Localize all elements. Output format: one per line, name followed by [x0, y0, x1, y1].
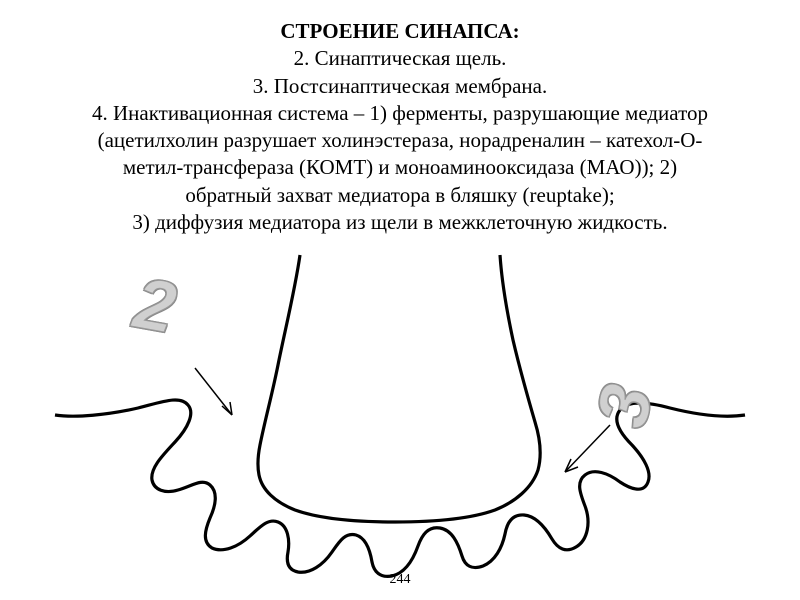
text-line-2: 3. Постсинаптическая мембрана.: [10, 73, 790, 100]
text-line-6: обратный захват медиатора в бляшку (reup…: [10, 182, 790, 209]
synapse-svg: [0, 250, 800, 580]
text-line-5: метил-трансфераза (КОМТ) и моноаминоокси…: [10, 154, 790, 181]
text-block: СТРОЕНИЕ СИНАПСА: 2. Синаптическая щель.…: [0, 0, 800, 236]
slide-title: СТРОЕНИЕ СИНАПСА:: [10, 18, 790, 45]
text-line-7: 3) диффузия медиатора из щели в межклето…: [10, 209, 790, 236]
presynaptic-terminal: [258, 255, 540, 522]
arrow-to-membrane: [565, 425, 610, 472]
text-line-4: (ацетилхолин разрушает холинэстераза, но…: [10, 127, 790, 154]
text-line-1: 2. Синаптическая щель.: [10, 45, 790, 72]
arrow-to-cleft: [195, 368, 232, 415]
page-number: 244: [0, 572, 800, 588]
text-line-3: 4. Инактивационная система – 1) ферменты…: [10, 100, 790, 127]
synapse-diagram: 2 3: [0, 250, 800, 560]
